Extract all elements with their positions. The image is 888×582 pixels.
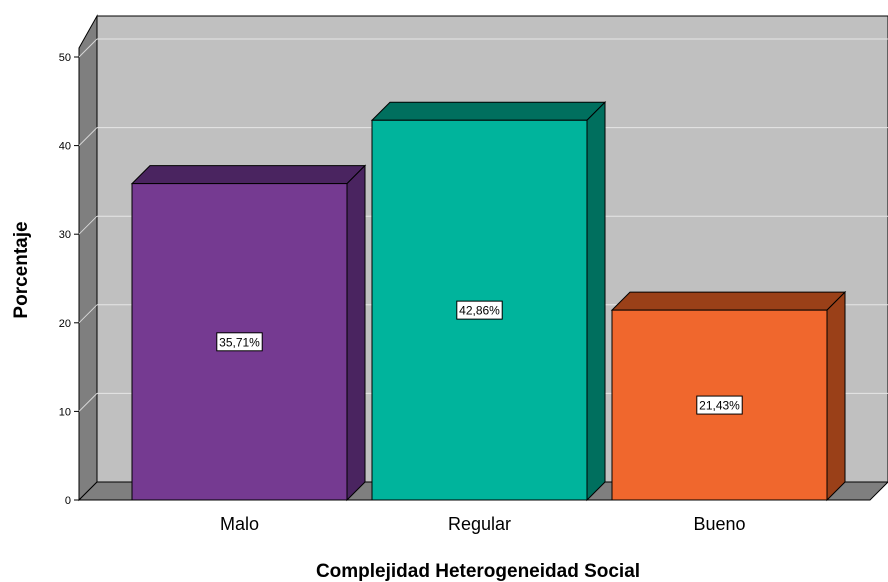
gridline-side (78, 127, 98, 146)
x-category-label: Malo (220, 514, 259, 534)
y-tick-label: 40 (59, 141, 71, 153)
y-axis-title: Porcentaje (11, 221, 32, 318)
bar-side-face (826, 290, 846, 502)
data-label-box (696, 395, 743, 415)
data-label-box (456, 300, 503, 320)
data-label: 42,86% (459, 304, 500, 318)
plot-left-wall (78, 14, 98, 502)
gridline-side (78, 215, 98, 235)
bar-side-face (586, 101, 606, 502)
y-tick-label: 0 (65, 495, 71, 507)
y-tick-label: 30 (59, 229, 71, 241)
x-axis-title: Complejidad Heterogeneidad Social (316, 561, 640, 582)
data-label: 35,71% (219, 335, 260, 349)
x-axis-category-labels: Malo Regular Bueno (220, 514, 746, 534)
data-label-box (216, 332, 263, 352)
data-label: 21,43% (699, 399, 740, 413)
bar-top-face (610, 291, 847, 311)
bars: 35,71% 42,86% 21,43% (130, 101, 847, 502)
y-tick-label: 10 (59, 406, 71, 418)
y-axis-ticks: 0 10 20 30 40 50 (59, 52, 79, 507)
x-category-label: Regular (448, 514, 511, 534)
y-tick-label: 20 (59, 318, 71, 330)
bar-regular: 42,86% (370, 101, 607, 502)
y-tick-label: 50 (59, 52, 71, 64)
bar-top-face (370, 101, 607, 121)
gridline-side (78, 304, 98, 324)
bar-side-face (346, 164, 366, 502)
bar-top-face (130, 165, 367, 185)
bar-bueno: 21,43% (610, 290, 847, 502)
gridline-side (78, 38, 98, 58)
x-category-label: Bueno (693, 514, 745, 534)
gridline-side (78, 393, 98, 412)
bar-malo: 35,71% (130, 164, 367, 502)
